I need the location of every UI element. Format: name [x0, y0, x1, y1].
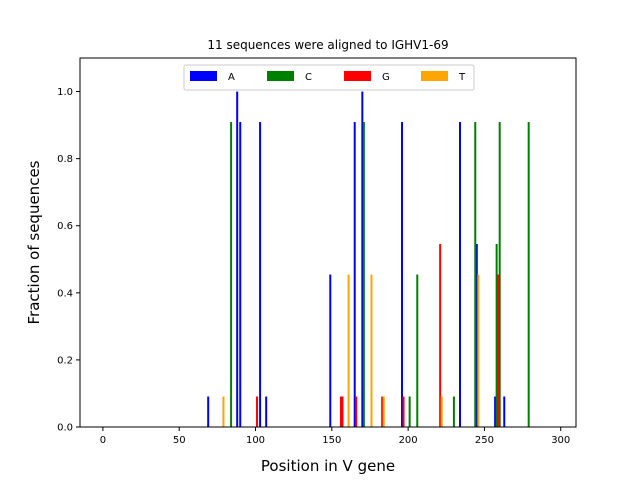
bar-C-260	[498, 122, 501, 427]
legend-label-G: G	[382, 72, 390, 83]
x-axis: 0 50 100 150 200 250 300	[100, 427, 570, 446]
chart-title: 11 sequences were aligned to IGHV1-69	[207, 38, 448, 52]
legend-swatch-G	[344, 71, 371, 81]
bar-C-201	[408, 396, 411, 427]
bar-A-196	[401, 122, 404, 427]
legend-swatch-A	[190, 71, 217, 81]
legend-box	[183, 64, 475, 91]
y-tick-label: 0.6	[57, 221, 73, 232]
bar-C-171	[362, 122, 365, 427]
legend-label-T: T	[458, 72, 466, 83]
y-tick-label: 1.0	[57, 87, 73, 98]
bar-G-183	[381, 396, 384, 427]
x-tick-label: 200	[399, 435, 418, 446]
x-tick-label: 50	[173, 435, 186, 446]
bar-C-244	[474, 122, 477, 427]
bar-A-149	[329, 274, 332, 427]
bar-G-157	[341, 396, 344, 427]
x-tick-label: 250	[475, 435, 494, 446]
plot-frame	[79, 57, 577, 428]
bar-G-156	[339, 396, 342, 427]
bar-G-197	[402, 396, 405, 427]
legend-label-C: C	[305, 72, 312, 83]
y-axis: 0.0 0.2 0.4 0.6 0.8 1.0	[57, 87, 80, 434]
y-tick-label: 0.2	[57, 355, 73, 366]
bar-C-258	[495, 244, 498, 427]
bar-C-230	[452, 396, 455, 427]
bar-T-222	[440, 396, 443, 427]
bar-C-279	[527, 122, 530, 427]
bar-T-184	[382, 396, 385, 427]
legend-swatch-C	[267, 71, 294, 81]
x-tick-label: 0	[100, 435, 106, 446]
y-axis-title: Fraction of sequences	[25, 160, 43, 324]
x-tick-label: 300	[551, 435, 570, 446]
bar-A-263	[503, 396, 506, 427]
bar-A-69	[207, 396, 210, 427]
bar-G-221	[439, 244, 442, 427]
bar-G-259	[497, 274, 500, 427]
bar-A-257	[494, 396, 497, 427]
bar-T-79	[222, 396, 225, 427]
x-axis-title: Position in V gene	[261, 457, 395, 475]
bar-A-88	[236, 91, 239, 428]
bar-T-161	[347, 274, 350, 427]
legend-swatch-T	[421, 71, 448, 81]
legend-label-A: A	[228, 72, 235, 83]
bars	[207, 91, 530, 428]
bar-G-101	[256, 396, 259, 427]
y-tick-label: 0.8	[57, 154, 73, 165]
bar-G-166	[355, 396, 358, 427]
bar-T-176	[370, 274, 373, 427]
bar-A-90	[239, 122, 242, 427]
bar-A-103	[259, 122, 262, 427]
bar-C-84	[230, 122, 233, 427]
bar-A-245	[475, 244, 478, 427]
bar-A-107	[265, 396, 268, 427]
x-tick-label: 150	[322, 435, 341, 446]
y-tick-label: 0.0	[57, 423, 73, 434]
bar-C-206	[416, 274, 419, 427]
bar-A-170	[361, 91, 364, 428]
bar-A-234	[459, 122, 462, 427]
bar-A-165	[353, 122, 356, 427]
bar-T-246	[477, 274, 480, 427]
y-tick-label: 0.4	[57, 288, 73, 299]
x-tick-label: 100	[246, 435, 265, 446]
